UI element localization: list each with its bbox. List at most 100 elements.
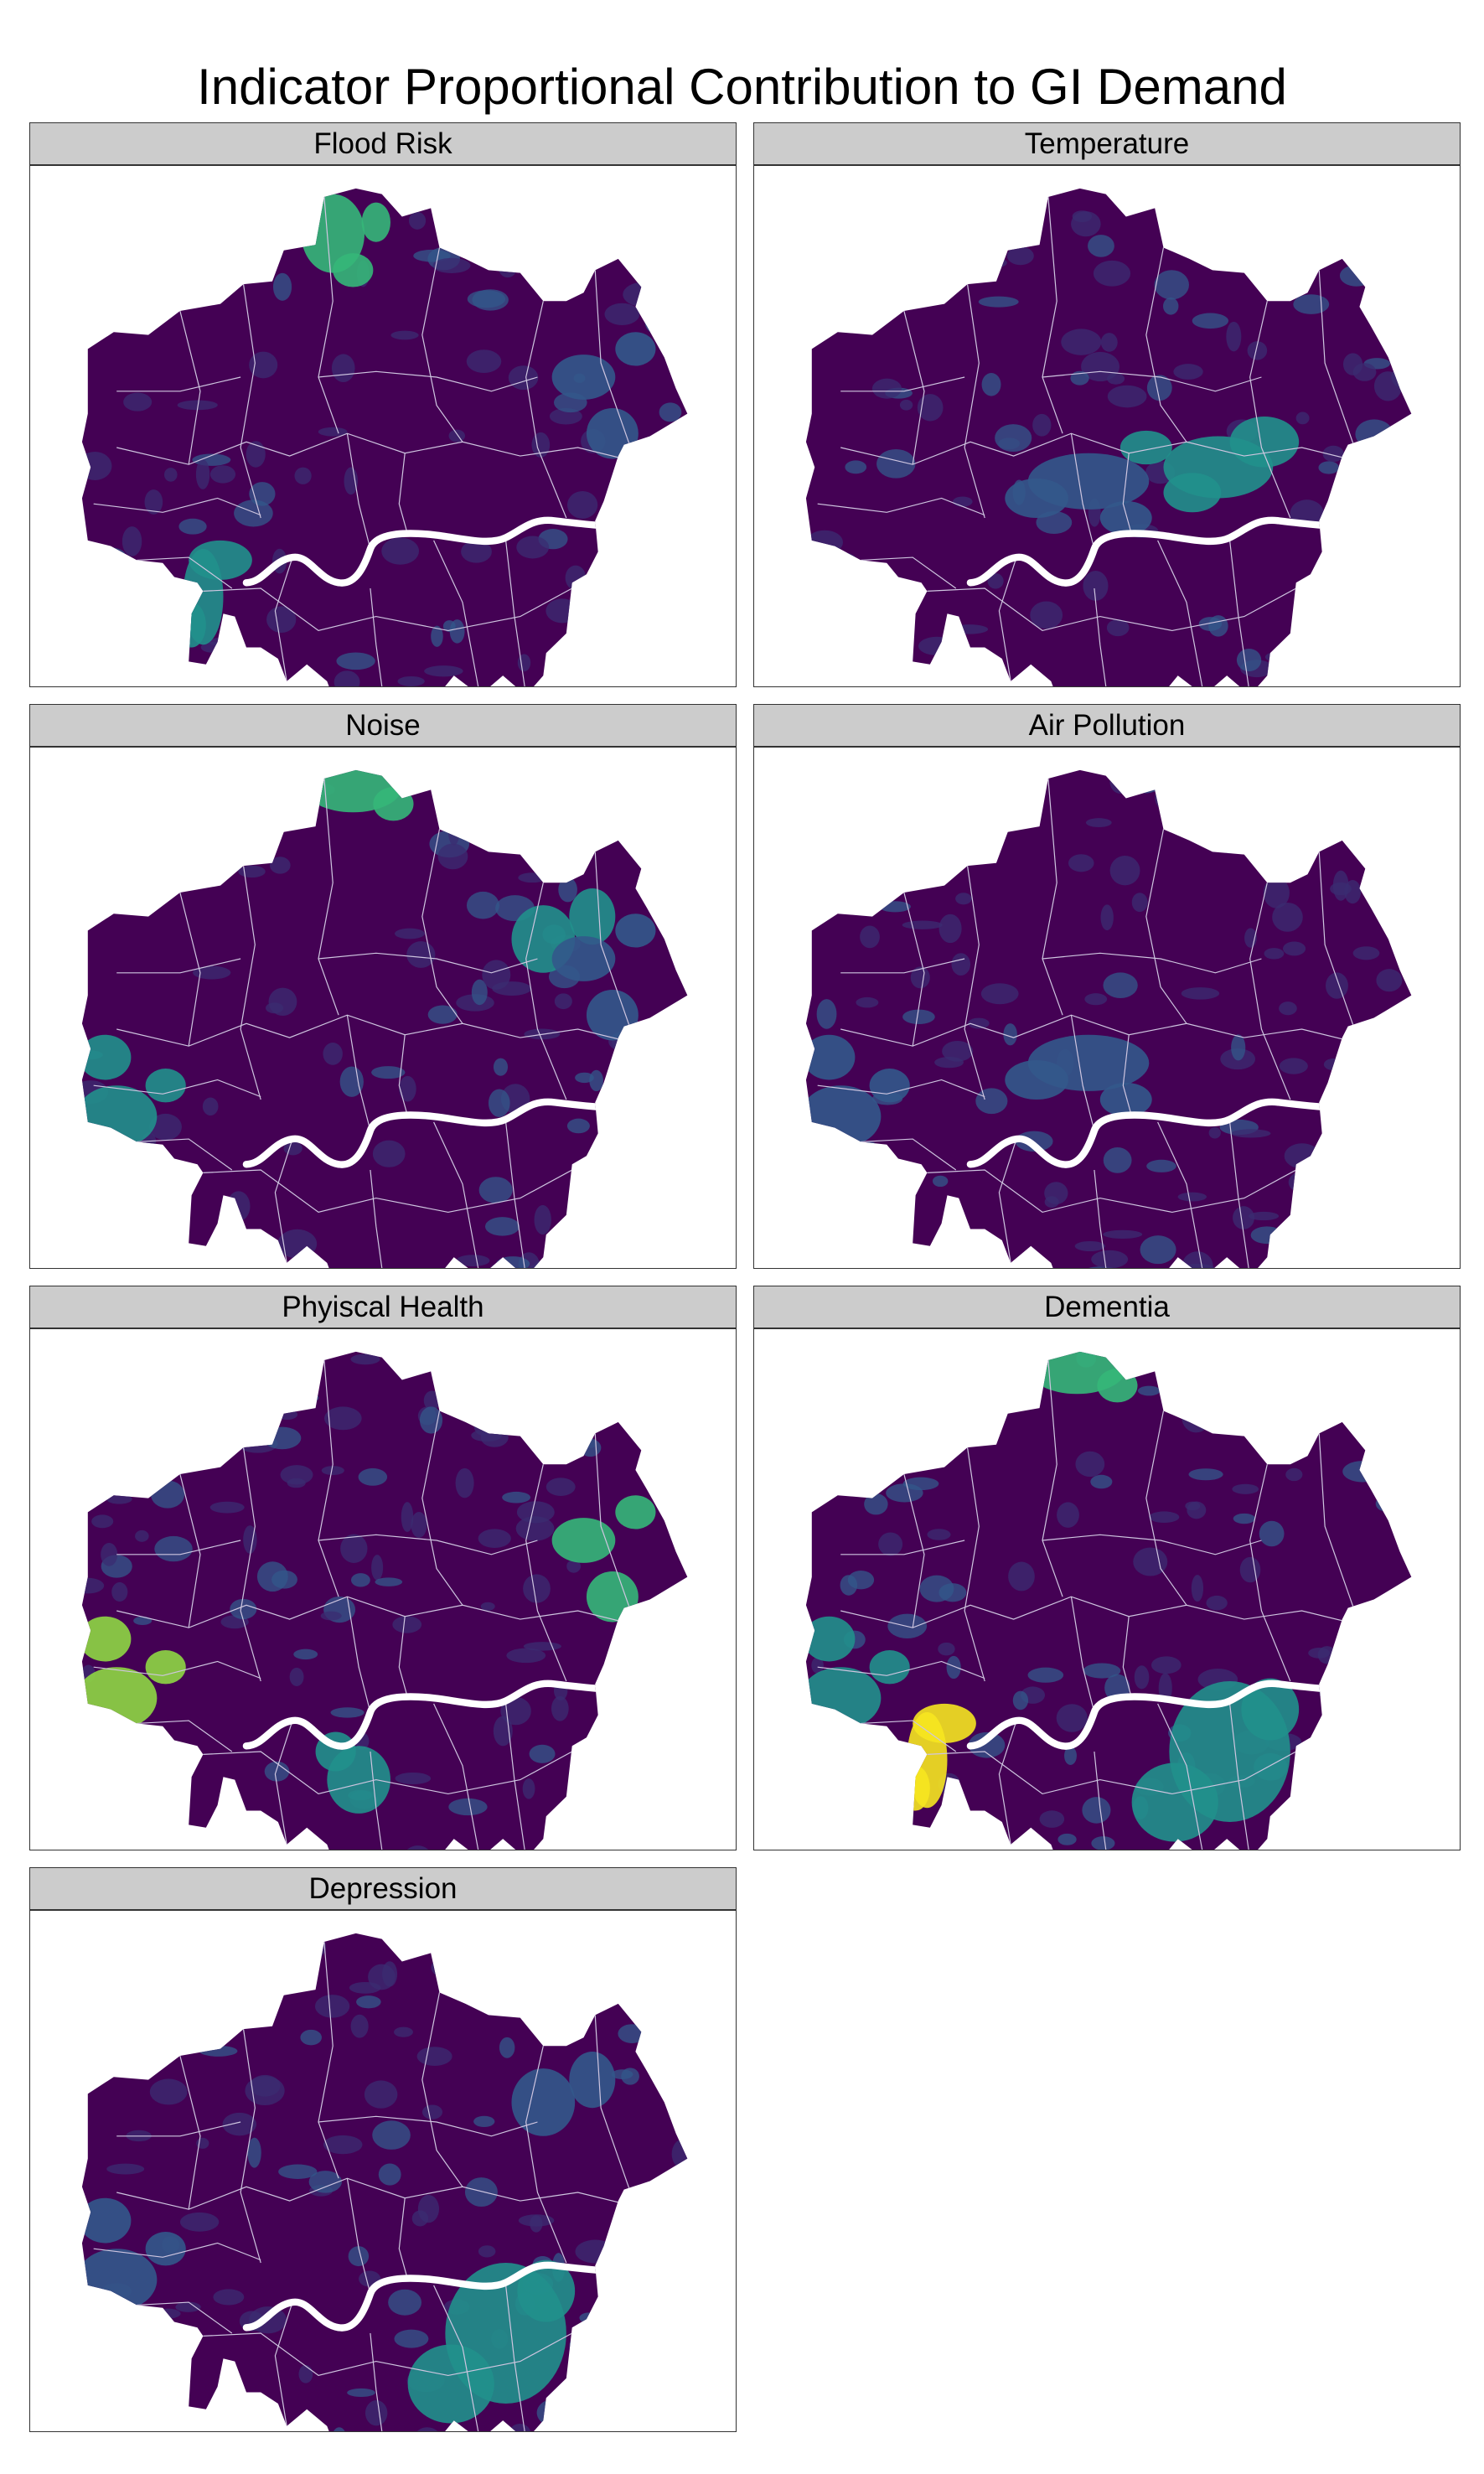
hotspot-centre [1005, 478, 1068, 518]
lsoa-cell [829, 552, 859, 575]
borough-boundary [861, 1138, 957, 1171]
lsoa-cell [395, 928, 425, 939]
lsoa-cell [331, 354, 355, 383]
lsoa-cell [289, 1667, 304, 1686]
lsoa-cell [445, 1380, 476, 1398]
lsoa-cell [987, 572, 1004, 589]
lsoa-cell [514, 1374, 536, 1394]
lsoa-cell [1208, 1126, 1221, 1139]
lsoa-cell [230, 1598, 257, 1620]
lsoa-cell [856, 996, 879, 1008]
lsoa-cell [806, 530, 844, 555]
lsoa-cell [365, 2400, 388, 2426]
borough-boundary [274, 2301, 293, 2426]
lsoa-cell [523, 1642, 561, 1651]
lsoa-cell [171, 1351, 207, 1374]
lsoa-cell [812, 600, 848, 620]
lsoa-cell [932, 1175, 949, 1188]
hotspot-west [81, 1616, 132, 1662]
lsoa-cell [417, 2194, 440, 2223]
borough-boundary [318, 1359, 339, 1597]
figure-title: Indicator Proportional Contribution to G… [197, 59, 1287, 115]
lsoa-cell [1355, 419, 1394, 449]
borough-boundary [817, 1660, 985, 1680]
lsoa-cell [885, 1427, 920, 1455]
lsoa-cell [437, 843, 468, 870]
lsoa-cell [123, 392, 153, 411]
lsoa-cell [891, 1369, 903, 1385]
lsoa-cell [515, 1516, 555, 1541]
lsoa-cell [1363, 1142, 1402, 1152]
lsoa-cell [1283, 941, 1306, 956]
lsoa-cell [632, 1782, 666, 1805]
lsoa-cell [1082, 1797, 1111, 1824]
lsoa-cell [1292, 670, 1325, 682]
map-panel-depression: Depression [29, 1867, 737, 2432]
lsoa-cell [293, 1648, 318, 1660]
lsoa-cell [141, 229, 156, 242]
lsoa-cell [238, 865, 266, 878]
borough-boundary [203, 2332, 573, 2377]
lsoa-cell [371, 1066, 406, 1079]
lsoa-cell [149, 1113, 182, 1141]
lsoa-cell [175, 2301, 201, 2312]
lsoa-cell [1100, 333, 1118, 352]
lsoa-cell [265, 199, 290, 213]
lsoa-cell [1271, 650, 1299, 674]
lsoa-cell [575, 2239, 616, 2264]
lsoa-cell [280, 1465, 313, 1485]
lsoa-cell [654, 1442, 679, 1464]
lsoa-cell [1335, 603, 1351, 634]
lsoa-cell [1339, 265, 1373, 287]
lsoa-cell [135, 1529, 149, 1542]
lsoa-cell [427, 1005, 458, 1024]
lsoa-cell [1295, 411, 1310, 425]
lsoa-cell [1192, 313, 1229, 329]
lsoa-cell [509, 2424, 531, 2431]
hotspot-east [615, 1495, 656, 1529]
borough-boundary [964, 284, 985, 519]
borough-boundary [861, 556, 957, 589]
lsoa-cell [392, 1616, 422, 1633]
lsoa-cell [448, 1798, 488, 1816]
lsoa-cell [314, 1995, 350, 2018]
lsoa-cell [323, 2135, 363, 2155]
lsoa-cell [633, 1109, 669, 1129]
hotspot-west [81, 1085, 158, 1148]
map-frame [29, 1910, 737, 2432]
lsoa-cell [523, 789, 540, 820]
lsoa-cell [860, 1437, 873, 1451]
lsoa-cell [419, 1406, 443, 1434]
london-map [81, 1933, 688, 2431]
lsoa-cell [287, 1478, 306, 1488]
lsoa-cell [1357, 1763, 1383, 1793]
lsoa-cell [406, 941, 436, 968]
lsoa-cell [603, 1933, 628, 1955]
lsoa-cell [565, 565, 587, 591]
lsoa-cell [649, 2418, 680, 2431]
lsoa-cell [1103, 972, 1138, 999]
lsoa-cell [1146, 1159, 1176, 1172]
lsoa-cell [1030, 601, 1063, 629]
lsoa-cell [610, 1175, 639, 1192]
lsoa-cell [1279, 1002, 1297, 1016]
lsoa-cell [1375, 1495, 1395, 1512]
borough-boundary [903, 892, 925, 1047]
lsoa-cell [90, 1145, 127, 1157]
lsoa-cell [416, 2047, 452, 2066]
lsoa-cell [670, 2426, 688, 2431]
lsoa-cell [1300, 805, 1324, 816]
lsoa-cell [323, 1406, 362, 1431]
lsoa-cell [1134, 1665, 1150, 1690]
lsoa-cell [1201, 254, 1217, 264]
lsoa-cell [580, 1244, 615, 1268]
lsoa-cell [938, 1245, 961, 1264]
lsoa-cell [936, 769, 976, 789]
lsoa-cell [643, 1193, 676, 1214]
lsoa-cell [348, 2246, 370, 2267]
lsoa-cell [978, 296, 1019, 308]
lsoa-cell [450, 210, 481, 229]
borough-boundary [398, 1616, 409, 1699]
lsoa-cell [209, 465, 236, 484]
hotspot-west [805, 1667, 882, 1730]
